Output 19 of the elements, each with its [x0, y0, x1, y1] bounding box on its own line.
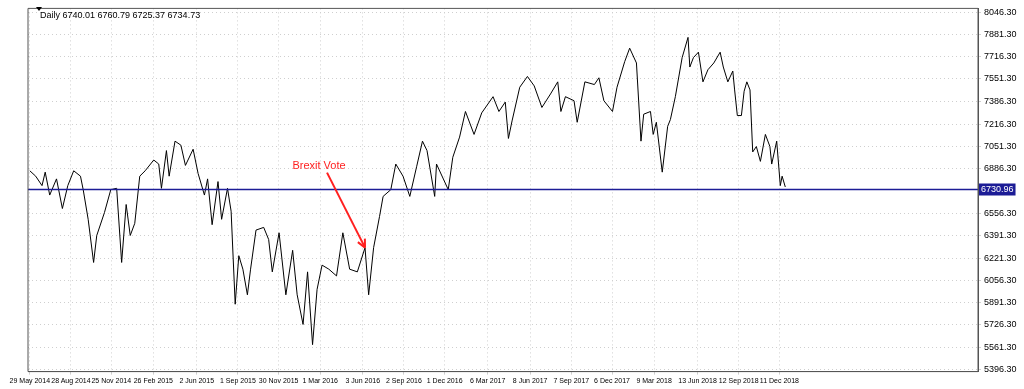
y-tick-label: 5561.30	[984, 341, 1017, 352]
y-tick-label: 6391.30	[984, 229, 1017, 240]
y-tick-label: 6556.30	[984, 207, 1017, 218]
y-tick-label: 7216.30	[984, 118, 1017, 129]
y-tick-label: 7386.30	[984, 95, 1017, 106]
chart-title: Daily 6740.01 6760.79 6725.37 6734.73	[40, 10, 201, 21]
y-tick-label: 6056.30	[984, 274, 1017, 285]
y-tick-label: 5726.30	[984, 319, 1017, 330]
y-tick-label: 7716.30	[984, 51, 1017, 62]
y-tick-label: 7881.30	[984, 28, 1017, 39]
annotation: Brexit Vote	[292, 158, 346, 171]
y-tick-label: 5891.30	[984, 297, 1017, 308]
y-tick-label: 6221.30	[984, 252, 1017, 263]
y-tick-label: 7551.30	[984, 73, 1017, 84]
ref-line-label: 6730.96	[981, 184, 1014, 195]
y-tick-label: 7051.30	[984, 140, 1017, 151]
y-tick-label: 6886.30	[984, 163, 1017, 174]
y-tick-label: 8046.30	[984, 6, 1017, 17]
y-tick-label: 5396.30	[984, 363, 1017, 374]
